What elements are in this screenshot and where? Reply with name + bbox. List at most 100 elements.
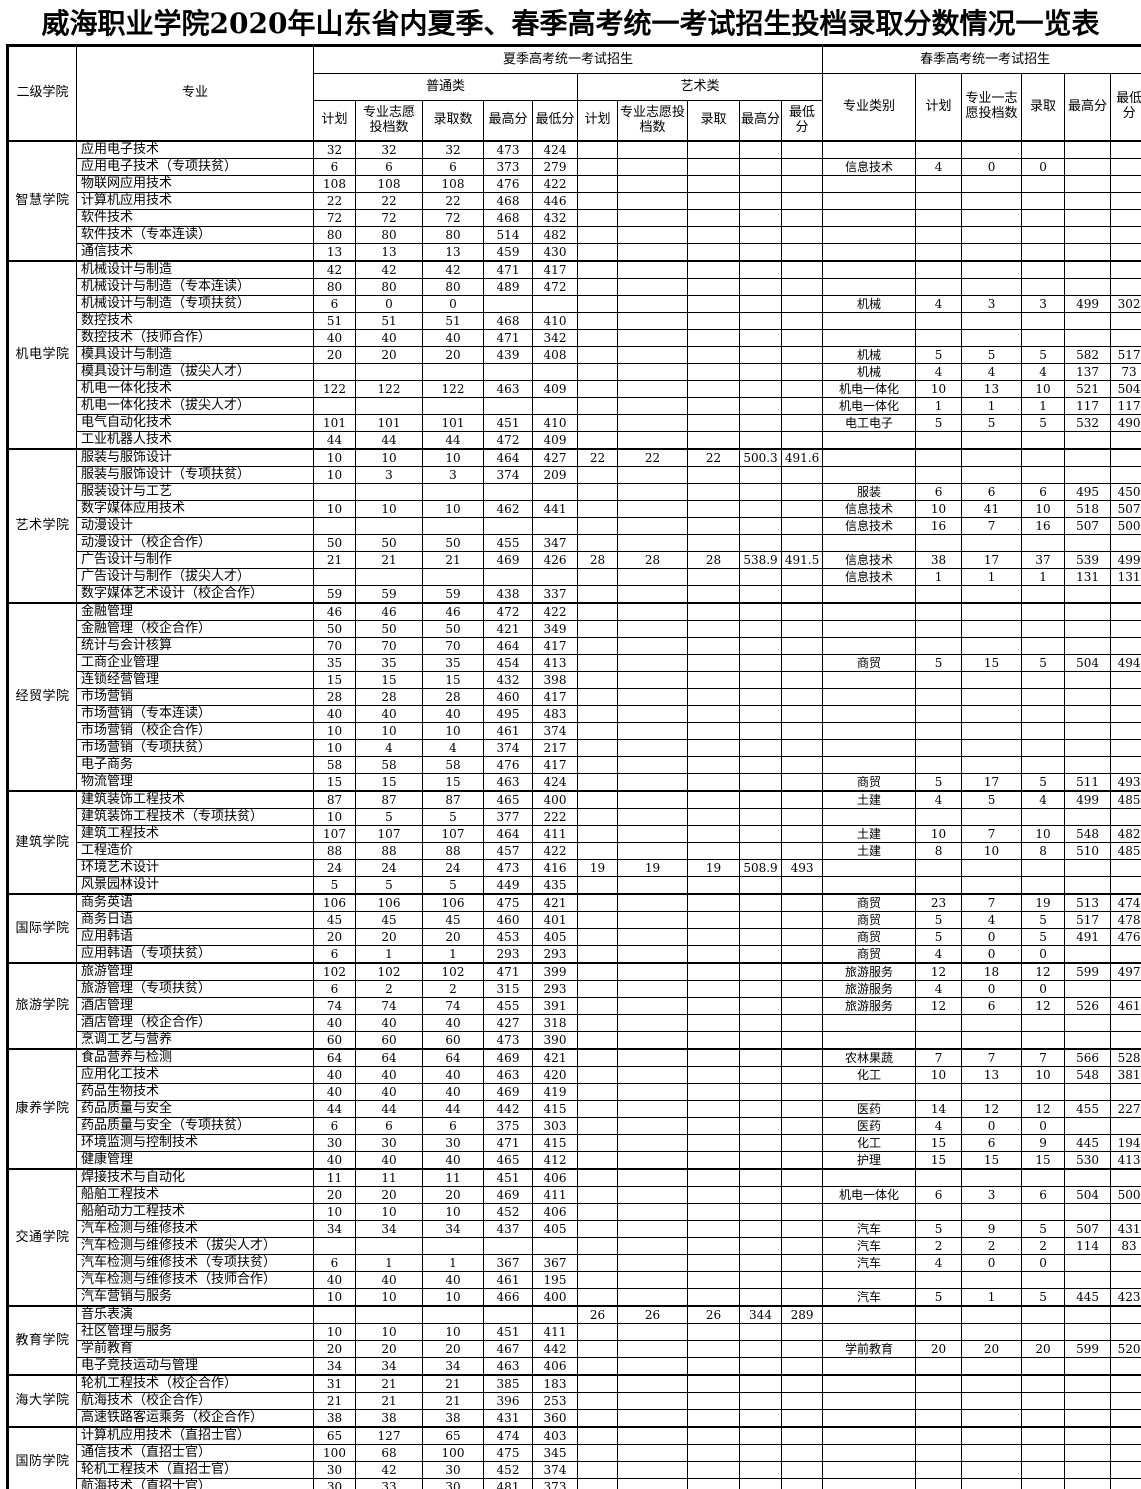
value-cell [1064, 175, 1112, 193]
value-cell [739, 602, 782, 621]
value-cell [577, 790, 618, 809]
value-cell: 293 [532, 980, 578, 998]
value-cell [687, 380, 740, 398]
value-cell: 538.9 [739, 551, 782, 569]
value-cell: 417 [532, 260, 578, 279]
table-row: 国际学院 商务英语 106 106 106 475 421 商贸 23 7 19 513 474 [7, 893, 1141, 964]
value-cell [961, 1357, 1023, 1376]
value-cell [822, 1031, 917, 1050]
value-cell [617, 260, 688, 279]
value-cell [687, 1461, 740, 1479]
value-cell [961, 585, 1023, 604]
value-cell [483, 483, 533, 501]
major-cell: 服装与服饰设计（专项扶贫） [76, 466, 314, 484]
value-cell: 465 [483, 1151, 533, 1170]
value-cell: 422 [532, 842, 578, 860]
major-cell: 药品生物技术 [76, 1083, 314, 1101]
value-cell [1064, 431, 1112, 450]
value-cell [961, 1444, 1023, 1462]
value-cell [915, 243, 963, 262]
value-cell [687, 483, 740, 501]
value-cell [687, 534, 740, 552]
art-col-filed: 专业志愿投档数 [617, 100, 688, 142]
table-row: 通信技术 13 13 13 459 430 [8, 243, 1141, 262]
major-cell: 商务英语 [76, 893, 314, 912]
table-row: 汽车检测与维修技术（专项扶贫） 6 1 1 367 367 汽车 4 0 0 [8, 1254, 1141, 1272]
value-cell [1021, 260, 1066, 279]
major-cell: 环境艺术设计 [76, 859, 314, 877]
value-cell: 73 [1110, 363, 1141, 381]
value-cell [313, 363, 356, 381]
value-cell: 土建 [822, 790, 917, 809]
value-cell: 521 [1064, 380, 1112, 398]
value-cell [687, 911, 740, 929]
college-cell: 国防学院 [7, 1426, 77, 1489]
value-cell [961, 1461, 1023, 1479]
table-row: 软件技术（专本连读） 80 80 80 514 482 [8, 226, 1141, 244]
value-cell: 582 [1064, 346, 1112, 364]
value-cell [687, 1203, 740, 1221]
value-cell [617, 1357, 688, 1376]
value-cell [780, 312, 824, 330]
value-cell [687, 1478, 740, 1489]
value-cell: 42 [313, 260, 356, 279]
value-cell [780, 158, 824, 176]
value-cell: 22 [577, 448, 618, 467]
value-cell: 4 [961, 363, 1023, 381]
value-cell: 60 [355, 1031, 423, 1050]
value-cell: 406 [532, 1203, 578, 1221]
value-cell [780, 893, 824, 912]
value-cell [687, 1444, 740, 1462]
value-cell [915, 722, 963, 740]
spring-col-first-choice: 专业一志愿投档数 [961, 73, 1023, 142]
value-cell: 15 [313, 671, 356, 689]
value-cell [1110, 431, 1141, 450]
value-cell: 1 [961, 568, 1023, 586]
admission-scores-table: 二级学院 专业 夏季高考统一考试招生 春季高考统一考试招生 普通类 艺术类 专业… [6, 44, 1141, 1489]
major-cell: 船舶工程技术 [76, 1186, 314, 1204]
major-cell: 电子竞技运动与管理 [76, 1357, 314, 1376]
value-cell [1021, 859, 1066, 877]
value-cell: 5 [1021, 654, 1066, 672]
value-cell [1064, 1409, 1112, 1428]
value-cell: 15 [961, 1151, 1023, 1170]
value-cell [687, 1048, 740, 1067]
table-row: 旅游学院 旅游管理 102 102 102 471 399 旅游服务 12 18 12 599 497 [7, 962, 1141, 1050]
value-cell [1110, 1426, 1141, 1445]
major-cell: 建筑工程技术 [76, 825, 314, 843]
value-cell [617, 893, 688, 912]
value-cell [1021, 1426, 1066, 1445]
value-cell: 30 [313, 1461, 356, 1479]
value-cell [687, 1117, 740, 1135]
value-cell [780, 1478, 824, 1489]
value-cell [577, 1220, 618, 1238]
value-cell [961, 1426, 1023, 1445]
table-row: 风景园林设计 5 5 5 449 435 [8, 876, 1141, 895]
table-row: 高速铁路客运乘务（校企合作） 38 38 38 431 360 [8, 1409, 1141, 1428]
value-cell: 473 [483, 140, 533, 159]
art-col-admitted: 录取 [687, 100, 740, 142]
value-cell: 42 [355, 1461, 423, 1479]
value-cell [739, 414, 782, 432]
value-cell: 28 [355, 688, 423, 706]
value-cell [822, 1409, 917, 1428]
value-cell [739, 278, 782, 296]
value-cell [1064, 756, 1112, 774]
value-cell: 499 [1110, 551, 1141, 569]
value-cell: 服装 [822, 483, 917, 501]
value-cell: 4 [915, 295, 963, 313]
value-cell: 373 [532, 1478, 578, 1489]
value-cell: 413 [1110, 1151, 1141, 1170]
value-cell [961, 688, 1023, 706]
spring-col-admitted: 录取 [1021, 73, 1066, 142]
value-cell: 21 [313, 551, 356, 569]
value-cell [739, 1066, 782, 1084]
value-cell: 商贸 [822, 928, 917, 946]
value-cell [961, 808, 1023, 826]
value-cell [739, 585, 782, 604]
value-cell: 566 [1064, 1048, 1112, 1067]
major-cell: 高速铁路客运乘务（校企合作） [76, 1409, 314, 1428]
value-cell [961, 671, 1023, 689]
value-cell [780, 568, 824, 586]
